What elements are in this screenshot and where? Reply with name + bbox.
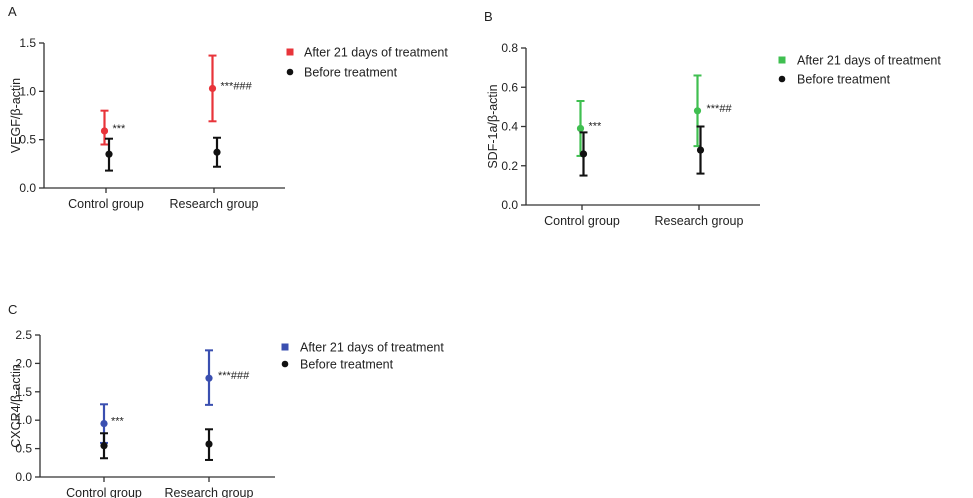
data-point	[696, 146, 705, 154]
data-point	[100, 442, 108, 450]
y-tick-label: 0.4	[501, 120, 518, 134]
chart-panel-b: B 0.0 0.2 0.4 0.6 0.8 SDF-1a/β-actin Control gr…	[484, 9, 941, 228]
legend: After 21 days of treatment Before treatme…	[281, 341, 444, 372]
significance-annotation: ***##	[707, 103, 733, 115]
legend-label-after: After 21 days of treatment	[300, 341, 444, 355]
x-category-label: Control group	[68, 197, 144, 211]
y-tick-label: 0.8	[501, 41, 518, 55]
data-point	[693, 107, 702, 115]
data-point	[105, 150, 113, 158]
legend: After 21 days of treatment Before treatme…	[286, 46, 448, 80]
legend-label-before: Before treatment	[304, 66, 398, 80]
chart-panel-c: C 0.0 0.5 1.0 1.5 2.0 2.5 CXCR4/β-actin Control …	[8, 302, 444, 498]
data-point	[205, 374, 213, 382]
significance-annotation: ***	[111, 416, 125, 428]
x-category-label: Control group	[544, 214, 620, 228]
y-tick-label: 0.6	[501, 80, 518, 94]
panel-letter: B	[484, 9, 493, 24]
y-axis-label: CXCR4/β-actin	[9, 364, 23, 448]
legend-marker-before	[281, 360, 289, 368]
y-axis-label: SDF-1a/β-actin	[486, 84, 500, 168]
x-category-label: Research group	[655, 214, 744, 228]
y-tick-label: 0.0	[501, 198, 518, 212]
data-point	[100, 127, 109, 135]
legend-label-before: Before treatment	[797, 73, 891, 87]
y-tick-label: 0.2	[501, 159, 518, 173]
significance-annotation: ***	[113, 123, 127, 135]
legend-marker-before	[778, 75, 786, 83]
y-tick-label: 2.0	[15, 356, 32, 370]
y-tick-label: 0.5	[15, 442, 32, 456]
significance-annotation: ***###	[218, 370, 250, 382]
y-tick-label: 1.5	[15, 385, 32, 399]
y-axis-label: VEGF/β-actin	[9, 78, 23, 153]
legend-marker-after	[281, 343, 289, 351]
data-point	[208, 84, 217, 93]
panel-letter: A	[8, 4, 17, 19]
legend-marker-after	[286, 48, 294, 56]
data-point	[100, 420, 108, 428]
data-point	[579, 150, 588, 158]
y-tick-label: 0.5	[19, 133, 36, 147]
y-tick-label: 1.0	[19, 84, 36, 98]
chart-panel-a: A 0.0 0.5 1.0 1.5 VEGF/β-actin Control group Re…	[8, 4, 448, 211]
legend-label-before: Before treatment	[300, 358, 394, 372]
data-point	[213, 148, 221, 156]
panel-letter: C	[8, 302, 17, 317]
significance-annotation: ***	[589, 120, 603, 132]
legend-marker-after	[778, 56, 786, 64]
significance-annotation: ***###	[221, 80, 253, 92]
y-tick-label: 0.0	[15, 470, 32, 484]
y-tick-label: 2.5	[15, 328, 32, 342]
x-category-label: Control group	[66, 486, 142, 498]
data-point	[576, 124, 585, 133]
legend-marker-before	[286, 68, 294, 76]
y-tick-label: 1.5	[19, 36, 36, 50]
legend-label-after: After 21 days of treatment	[304, 46, 448, 60]
y-tick-label: 1.0	[15, 413, 32, 427]
x-category-label: Research group	[170, 197, 259, 211]
legend-label-after: After 21 days of treatment	[797, 54, 941, 68]
legend: After 21 days of treatment Before treatme…	[778, 54, 941, 87]
x-category-label: Research group	[165, 486, 254, 498]
y-tick-label: 0.0	[19, 181, 36, 195]
data-point	[205, 440, 213, 448]
